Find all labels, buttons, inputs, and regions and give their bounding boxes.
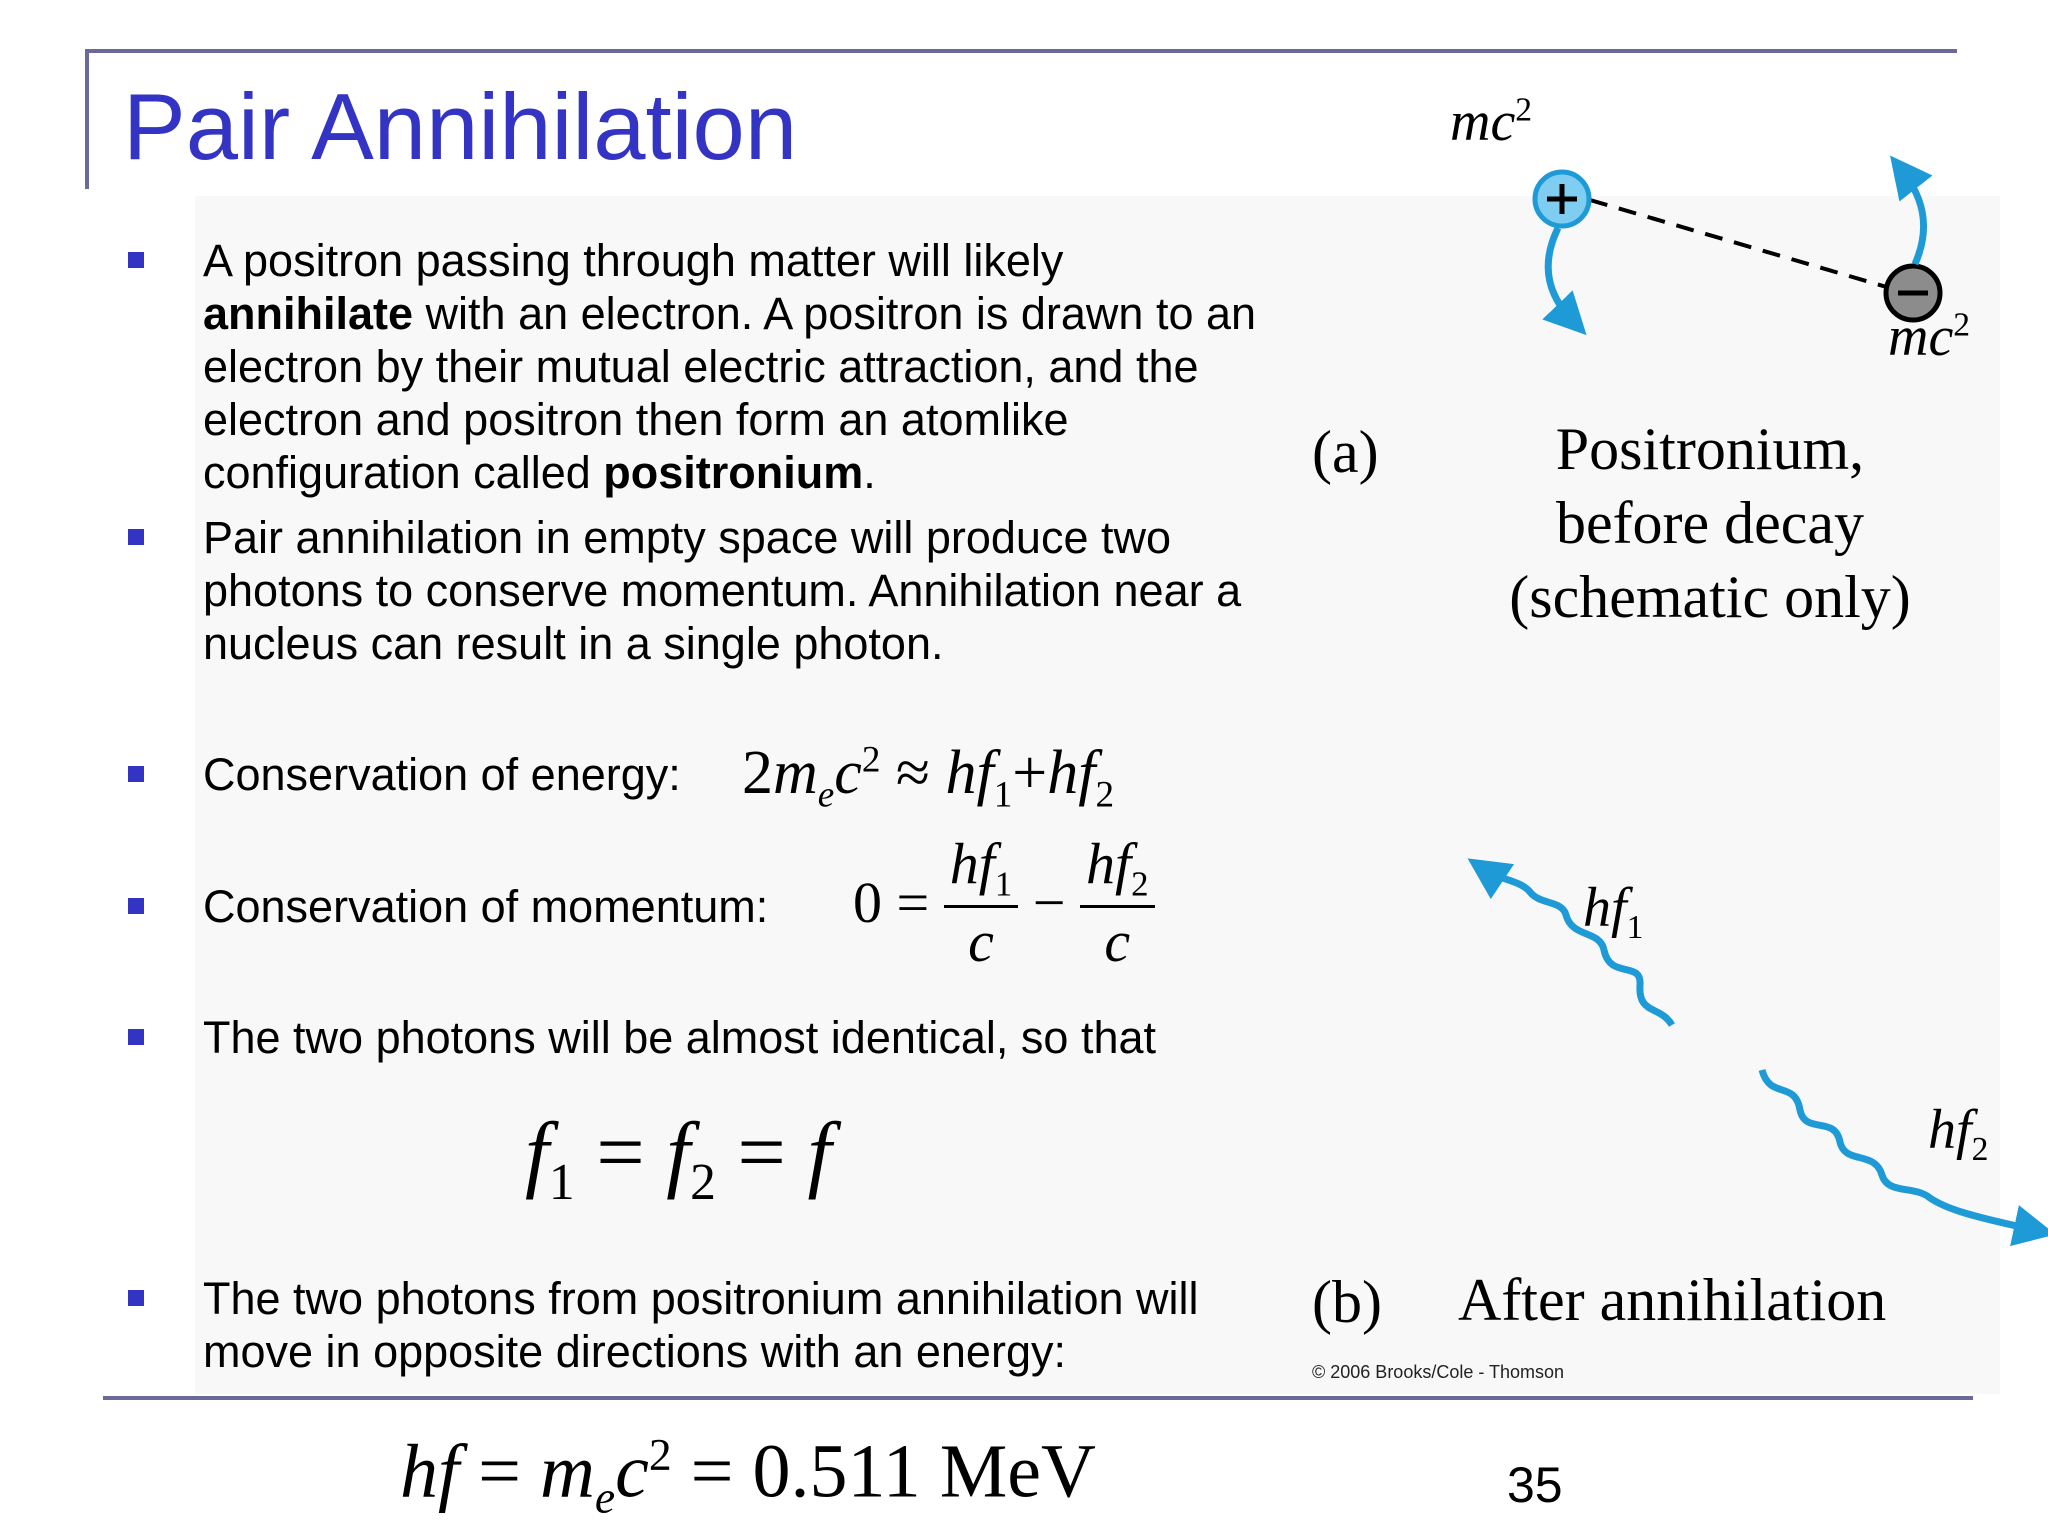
- slide-title: Pair Annihilation: [123, 74, 798, 179]
- frame-top-rule: [85, 49, 1957, 53]
- pair-dashed-line: [1589, 198, 1891, 290]
- bullet-square-icon: [128, 898, 144, 914]
- eq-part: 0.511 MeV: [752, 1429, 1096, 1514]
- bullet-square-icon: [128, 252, 144, 268]
- eq-part: e: [817, 774, 835, 816]
- panel-b-caption: After annihilation: [1458, 1267, 1887, 1333]
- panel-b-label: (b): [1312, 1269, 1382, 1335]
- text-line: move in opposite directions with an ener…: [203, 1326, 1066, 1377]
- bullet-text: The two photons from positronium annihil…: [203, 1272, 1373, 1378]
- text-line: electron and positron then form an atoml…: [203, 394, 1069, 445]
- plus-icon: [1547, 184, 1577, 214]
- eq-part: c: [968, 908, 994, 974]
- eq-part: f: [807, 1104, 832, 1200]
- eq-part: 0 =: [853, 869, 930, 935]
- eq-part: hf: [1047, 739, 1096, 807]
- eq-part: 2: [861, 739, 881, 781]
- eq-part: ≈: [895, 739, 930, 807]
- eq-part: m: [540, 1429, 595, 1514]
- bullet-square-icon: [128, 529, 144, 545]
- eq-part: hf: [949, 831, 995, 896]
- panel-a-caption: Positronium, before decay (schematic onl…: [1470, 412, 1950, 634]
- bullet-square-icon: [128, 766, 144, 782]
- fraction-1: hf1 c: [943, 830, 1019, 975]
- text-line: Pair annihilation in empty space will pr…: [203, 512, 1172, 563]
- text-line: nucleus can result in a single photon.: [203, 618, 944, 669]
- label-mc2-electron: mc2: [1888, 306, 1971, 368]
- text-line: electron by their mutual electric attrac…: [203, 341, 1199, 392]
- eq-part: hf: [1085, 831, 1132, 896]
- eq-part: =: [671, 1429, 753, 1514]
- frame-bottom-rule: [103, 1396, 1973, 1400]
- positron: [1532, 169, 1592, 229]
- label-hf2: hf2: [1928, 1099, 1989, 1169]
- eq-part: c: [1104, 908, 1131, 974]
- photon-1-wave: [1467, 858, 1675, 1028]
- eq-part: 2: [690, 1154, 716, 1212]
- eq-part: hf: [945, 739, 994, 807]
- equation-momentum: 0 = hf1 c − hf2 c: [853, 830, 1155, 975]
- content-background: [195, 196, 2000, 1394]
- bullet-text: Pair annihilation in empty space will pr…: [203, 511, 1373, 670]
- bullet-square-icon: [128, 1029, 144, 1045]
- text-line: The two photons from positronium annihil…: [203, 1273, 1199, 1324]
- bullet-text: Conservation of energy:: [203, 749, 681, 800]
- frame-left-rule: [85, 49, 89, 189]
- eq-part: 1: [994, 864, 1013, 904]
- text-line: A positron passing through matter will l…: [203, 235, 1064, 286]
- positronium-figure: [1467, 155, 2048, 1247]
- text-line: configuration called: [203, 447, 604, 498]
- eq-part: 2: [648, 1429, 672, 1480]
- panel-a-label: (a): [1312, 419, 1379, 485]
- caption-line: before decay: [1555, 490, 1865, 556]
- text-line: with an electron. A positron is drawn to…: [413, 288, 1257, 339]
- eq-part: 2: [742, 739, 773, 807]
- bullet-square-icon: [128, 1290, 144, 1306]
- bullet-text: A positron passing through matter will l…: [203, 234, 1373, 499]
- photon-2-wave: [1758, 1068, 2048, 1247]
- eq-part: 2: [1095, 774, 1115, 816]
- text-line: .: [863, 447, 876, 498]
- eq-part: 1: [548, 1154, 575, 1212]
- equation-energy: 2mec2 ≈ hf1+hf2: [742, 738, 1114, 816]
- bullet-text: Conservation of momentum:: [203, 881, 769, 932]
- eq-part: c: [834, 739, 862, 807]
- positron-motion-arrow: [1542, 226, 1587, 336]
- eq-part: e: [594, 1471, 616, 1523]
- eq-part: c: [615, 1429, 649, 1514]
- eq-part: =: [715, 1104, 808, 1200]
- eq-part: −: [1032, 869, 1066, 935]
- term-annihilate: annihilate: [203, 288, 414, 339]
- eq-part: =: [574, 1104, 667, 1200]
- fraction-2: hf2 c: [1079, 830, 1155, 975]
- eq-part: 1: [993, 774, 1013, 816]
- caption-line: (schematic only): [1509, 564, 1911, 630]
- label-mc2-positron: mc2: [1450, 91, 1533, 153]
- eq-part: 2: [1131, 864, 1149, 904]
- eq-part: =: [459, 1429, 540, 1514]
- eq-part: hf: [400, 1429, 460, 1514]
- caption-line: Positronium,: [1555, 416, 1865, 482]
- electron: [1883, 263, 1943, 323]
- page-number: 35: [1507, 1457, 1563, 1513]
- equation-photon-energy: hf = mec2 = 0.511 MeV: [400, 1428, 1096, 1524]
- bullet-text: The two photons will be almost identical…: [203, 1012, 1156, 1063]
- copyright-notice: © 2006 Brooks/Cole - Thomson: [1312, 1362, 1565, 1382]
- electron-motion-arrow: [1890, 155, 1933, 266]
- text-line: photons to conserve momentum. Annihilati…: [203, 565, 1242, 616]
- eq-part: f: [666, 1104, 691, 1200]
- eq-part: m: [773, 739, 818, 807]
- eq-part: +: [1012, 739, 1048, 807]
- equation-frequency: f1 = f2 = f: [525, 1102, 831, 1212]
- eq-part: f: [525, 1104, 549, 1200]
- label-hf1: hf1: [1583, 877, 1644, 947]
- term-positronium: positronium: [603, 447, 864, 498]
